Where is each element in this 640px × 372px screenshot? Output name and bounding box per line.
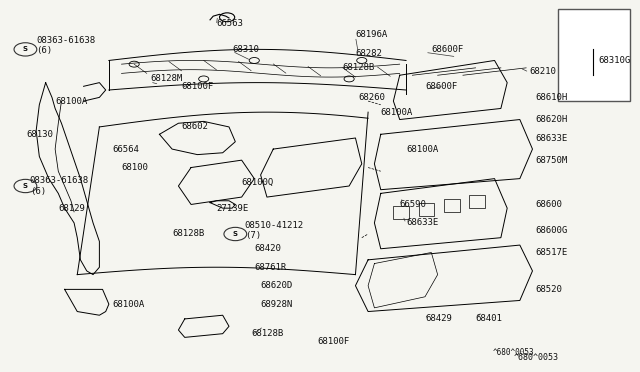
Text: 68401: 68401 bbox=[476, 314, 502, 323]
Text: 68620H: 68620H bbox=[536, 115, 568, 124]
Text: 68600G: 68600G bbox=[536, 226, 568, 235]
Text: 68128B: 68128B bbox=[172, 230, 204, 238]
Text: 08363-61638
(6): 08363-61638 (6) bbox=[36, 36, 95, 55]
Text: 68429: 68429 bbox=[425, 314, 452, 323]
Text: 68129: 68129 bbox=[58, 203, 85, 213]
Text: 68100F: 68100F bbox=[317, 337, 350, 346]
Text: 68517E: 68517E bbox=[536, 248, 568, 257]
Text: 68600F: 68600F bbox=[425, 82, 457, 91]
Text: 68100A: 68100A bbox=[381, 108, 413, 117]
Bar bbox=[469, 195, 485, 208]
Text: 68196A: 68196A bbox=[355, 30, 388, 39]
Text: 68310G: 68310G bbox=[599, 56, 631, 65]
Text: ^680^0053: ^680^0053 bbox=[513, 353, 559, 362]
Text: 68610H: 68610H bbox=[536, 93, 568, 102]
Bar bbox=[444, 199, 460, 212]
Text: 68210: 68210 bbox=[529, 67, 556, 76]
Text: 68520: 68520 bbox=[536, 285, 563, 294]
Text: 68260: 68260 bbox=[358, 93, 385, 102]
Text: 68928N: 68928N bbox=[260, 300, 293, 309]
Text: 68633E: 68633E bbox=[406, 218, 438, 227]
Text: 68750M: 68750M bbox=[536, 155, 568, 165]
Text: 68100: 68100 bbox=[122, 163, 148, 172]
Text: S: S bbox=[23, 46, 28, 52]
Text: 68128M: 68128M bbox=[150, 74, 182, 83]
Text: 68282: 68282 bbox=[355, 49, 382, 58]
Bar bbox=[419, 203, 435, 215]
Text: 68420: 68420 bbox=[254, 244, 281, 253]
Text: 68100F: 68100F bbox=[182, 82, 214, 91]
Text: S: S bbox=[233, 231, 238, 237]
Text: ^680^0053: ^680^0053 bbox=[493, 347, 534, 357]
Text: 68130: 68130 bbox=[27, 130, 54, 139]
Bar bbox=[394, 206, 409, 219]
Text: 66564: 66564 bbox=[112, 145, 139, 154]
Bar bbox=[558, 9, 630, 101]
Text: 68633E: 68633E bbox=[536, 134, 568, 142]
Text: 68761R: 68761R bbox=[254, 263, 287, 272]
Text: 68620D: 68620D bbox=[260, 281, 293, 290]
Text: 68602: 68602 bbox=[182, 122, 209, 131]
Text: 66590: 66590 bbox=[400, 200, 427, 209]
Text: 27139E: 27139E bbox=[216, 203, 248, 213]
Text: 68100A: 68100A bbox=[112, 300, 144, 309]
Text: 68128B: 68128B bbox=[343, 63, 375, 72]
Text: 68100Q: 68100Q bbox=[242, 178, 274, 187]
Text: 68100A: 68100A bbox=[406, 145, 438, 154]
Text: 68100A: 68100A bbox=[55, 97, 88, 106]
Text: 68600F: 68600F bbox=[431, 45, 463, 54]
Text: 66563: 66563 bbox=[216, 19, 243, 28]
Text: 08510-41212
(7): 08510-41212 (7) bbox=[245, 221, 304, 240]
Text: 68310: 68310 bbox=[232, 45, 259, 54]
Text: 68128B: 68128B bbox=[251, 329, 284, 338]
Text: 08363-61638
(6): 08363-61638 (6) bbox=[30, 176, 89, 196]
Text: S: S bbox=[23, 183, 28, 189]
Text: 68600: 68600 bbox=[536, 200, 563, 209]
